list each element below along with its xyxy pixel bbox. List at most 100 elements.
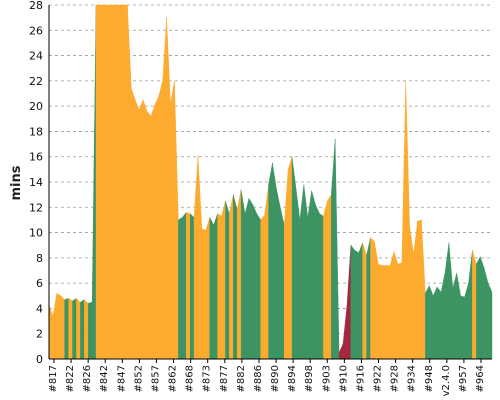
area-segment-77 <box>350 244 355 360</box>
y-tick-label-16: 16 <box>29 151 43 164</box>
x-tick-label-24: #957 <box>458 365 469 392</box>
area-segment-79 <box>358 242 363 360</box>
area-segment-107 <box>468 250 473 360</box>
y-tick-label-8: 8 <box>36 252 43 265</box>
area-segment-81 <box>366 237 371 360</box>
x-tick-label-14: #894 <box>287 365 298 392</box>
area-segment-17 <box>115 4 120 360</box>
area-segment-64 <box>299 184 305 360</box>
area-segment-96 <box>425 285 430 360</box>
area-segment-30 <box>166 17 171 360</box>
area-segment-100 <box>440 272 446 360</box>
area-segment-51 <box>248 197 254 360</box>
area-segment-1 <box>52 293 58 360</box>
area-segment-62 <box>291 156 297 360</box>
y-tick-label-10: 10 <box>29 227 43 240</box>
area-segment-72 <box>331 138 336 360</box>
area-segment-2 <box>56 292 61 360</box>
area-segment-102 <box>448 242 453 360</box>
y-tick-label-24: 24 <box>29 50 43 63</box>
build-duration-series <box>48 4 493 360</box>
area-segment-68 <box>315 204 320 360</box>
y-tick-label-12: 12 <box>29 201 43 214</box>
area-segment-33 <box>178 217 183 360</box>
area-segment-101 <box>444 242 450 360</box>
area-segment-56 <box>268 163 273 360</box>
area-segment-8 <box>80 299 85 360</box>
area-segment-106 <box>464 283 469 360</box>
area-segment-20 <box>127 4 132 360</box>
area-segment-70 <box>323 200 328 360</box>
x-tick-label-9: #873 <box>202 365 213 392</box>
area-segment-16 <box>111 4 116 360</box>
area-segment-43 <box>217 213 222 360</box>
area-segment-57 <box>272 163 277 360</box>
x-tick-label-6: #857 <box>150 365 161 392</box>
x-tick-label-0: #817 <box>48 365 59 392</box>
x-tick-label-20: #928 <box>390 365 401 392</box>
area-segment-38 <box>197 155 203 360</box>
area-segment-84 <box>378 263 383 360</box>
y-tick-label-0: 0 <box>36 353 43 366</box>
area-segment-49 <box>240 189 246 360</box>
area-segment-71 <box>327 193 332 360</box>
y-tick-label-6: 6 <box>36 277 43 290</box>
area-segment-22 <box>135 99 140 360</box>
area-segment-24 <box>142 99 148 360</box>
area-segment-94 <box>417 219 422 360</box>
area-segment-28 <box>158 80 163 360</box>
area-segment-61 <box>287 156 293 360</box>
area-segment-46 <box>229 194 234 360</box>
area-segment-63 <box>295 188 301 360</box>
x-tick-label-11: #882 <box>236 365 247 392</box>
area-segment-82 <box>370 237 375 360</box>
x-tick-label-1: #822 <box>65 365 76 392</box>
area-segment-14 <box>103 4 109 360</box>
area-segment-112 <box>487 283 493 360</box>
area-segment-23 <box>138 99 144 360</box>
area-segment-86 <box>385 265 391 360</box>
x-tick-label-21: #934 <box>407 365 418 392</box>
x-tick-label-16: #903 <box>321 365 332 392</box>
area-segment-58 <box>276 188 281 360</box>
x-axis-ticks: #817 #822 #826 #842 #847 #852 #857 #862 #868 #873… <box>48 359 486 396</box>
area-segment-92 <box>409 226 414 360</box>
x-tick-label-22: #948 <box>424 365 435 392</box>
y-tick-label-20: 20 <box>29 100 43 113</box>
area-segment-9 <box>84 299 89 360</box>
area-segment-18 <box>119 4 124 360</box>
area-segment-54 <box>260 214 265 360</box>
area-segment-19 <box>123 4 128 360</box>
area-segment-0 <box>48 304 54 360</box>
x-tick-label-12: #886 <box>253 365 264 392</box>
x-tick-label-10: #877 <box>219 365 230 392</box>
x-tick-label-18: #916 <box>355 365 366 392</box>
y-tick-label-26: 26 <box>29 24 43 37</box>
area-segment-95 <box>421 219 426 360</box>
area-segment-32 <box>174 80 179 360</box>
area-segment-39 <box>201 228 207 360</box>
area-segment-52 <box>252 204 257 360</box>
area-segment-40 <box>205 217 210 360</box>
area-segment-50 <box>244 198 250 360</box>
area-segment-10 <box>88 301 93 360</box>
area-segment-27 <box>154 95 159 360</box>
area-segment-6 <box>72 297 77 360</box>
x-tick-label-13: #890 <box>270 365 281 392</box>
area-segment-108 <box>472 250 477 360</box>
y-tick-label-18: 18 <box>29 125 43 138</box>
area-segment-74 <box>338 343 344 360</box>
area-segment-97 <box>429 285 434 360</box>
x-tick-label-15: #898 <box>304 365 315 392</box>
area-segment-31 <box>170 80 175 360</box>
y-tick-label-22: 22 <box>29 75 43 88</box>
area-segment-104 <box>456 272 461 360</box>
area-segment-103 <box>452 272 457 360</box>
area-segment-5 <box>68 297 73 360</box>
area-segment-60 <box>284 169 289 360</box>
area-segment-3 <box>60 295 65 360</box>
area-segment-26 <box>150 104 156 360</box>
y-tick-label-28: 28 <box>29 0 43 12</box>
